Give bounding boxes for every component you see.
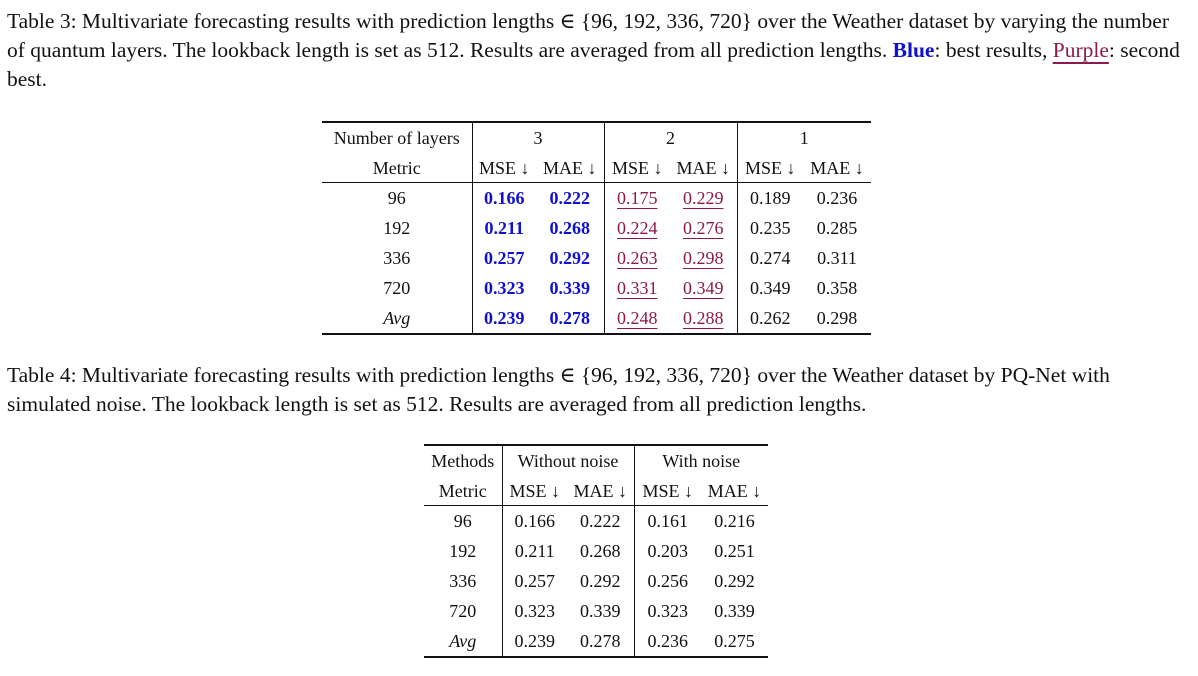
table4-metric-header: MAE ↓	[701, 476, 768, 506]
table4: Methods Without noise With noise Metric …	[424, 444, 768, 658]
table4-group-header: Without noise	[502, 444, 635, 476]
table3-corner-header: Number of layers	[322, 121, 473, 153]
cell: 0.311	[817, 248, 857, 268]
cell-best: 0.239	[472, 303, 536, 335]
cell: 0.349	[750, 278, 791, 298]
table3: Number of layers 3 2 1 Metric MSE ↓ MAE …	[322, 121, 871, 335]
cell: 0.239	[502, 626, 567, 658]
cell: 0.292	[567, 566, 635, 596]
cell: 0.161	[647, 511, 689, 531]
cell: 0.235	[750, 218, 791, 238]
row-label: 336	[424, 566, 503, 596]
cell: 0.262	[737, 303, 803, 335]
table3-group-header: 2	[604, 121, 738, 153]
legend-purple-suffix: : second best.	[7, 38, 1180, 91]
cell: 0.274	[750, 248, 791, 268]
table-row: 336 0.257 0.292 0.263 0.298 0.274 0.311	[322, 243, 871, 273]
table3-group-header: 1	[737, 121, 871, 153]
row-label: 192	[322, 213, 473, 243]
cell-second: 0.248	[604, 303, 670, 335]
table3-metric-label: Metric	[322, 153, 473, 183]
cell: 0.236	[634, 626, 701, 658]
cell: 0.236	[816, 188, 858, 208]
cell-second: 0.224	[617, 218, 658, 238]
cell-best: 0.339	[536, 273, 605, 303]
cell: 0.268	[567, 536, 635, 566]
table-row: 192 0.211 0.268 0.203 0.251	[424, 536, 768, 566]
table-row: 720 0.323 0.339 0.323 0.339	[424, 596, 768, 626]
cell: 0.298	[803, 303, 871, 335]
cell-second: 0.298	[670, 243, 738, 273]
cell: 0.339	[567, 596, 635, 626]
cell-best: 0.166	[484, 188, 525, 208]
cell: 0.278	[567, 626, 635, 658]
legend-blue-suffix: : best results,	[934, 38, 1048, 62]
table4-metric-label: Metric	[424, 476, 503, 506]
cell: 0.323	[514, 601, 556, 621]
cell: 0.256	[647, 571, 689, 591]
cell: 0.323	[647, 601, 689, 621]
table4-group-header: With noise	[634, 444, 768, 476]
table3-metric-header: MAE ↓	[536, 153, 605, 183]
cell-second: 0.229	[670, 182, 738, 213]
cell-second: 0.349	[670, 273, 738, 303]
table3-caption: Table 3: Multivariate forecasting result…	[7, 7, 1191, 94]
table3-metric-header: MSE ↓	[604, 153, 670, 183]
cell-best: 0.292	[536, 243, 605, 273]
row-label: 96	[322, 182, 473, 213]
table4-metric-header: MAE ↓	[567, 476, 635, 506]
row-label: Avg	[424, 626, 503, 658]
table3-caption-text: Table 3: Multivariate forecasting result…	[7, 9, 1169, 62]
cell: 0.203	[647, 541, 689, 561]
cell: 0.216	[714, 511, 755, 531]
table3-metric-header: MAE ↓	[803, 153, 871, 183]
table3-metric-header: MSE ↓	[472, 153, 536, 183]
cell-best: 0.211	[484, 218, 524, 238]
cell: 0.285	[816, 218, 858, 238]
cell: 0.251	[714, 541, 755, 561]
row-label: Avg	[322, 303, 473, 335]
cell-best: 0.323	[484, 278, 525, 298]
table-row: Avg 0.239 0.278 0.248 0.288 0.262 0.298	[322, 303, 871, 335]
table3-metric-header: MSE ↓	[737, 153, 803, 183]
cell: 0.339	[714, 601, 755, 621]
table-row: 192 0.211 0.268 0.224 0.276 0.235 0.285	[322, 213, 871, 243]
cell: 0.275	[701, 626, 768, 658]
row-label: 720	[322, 273, 473, 303]
cell: 0.257	[514, 571, 556, 591]
cell-second: 0.276	[670, 213, 738, 243]
table-row: 96 0.166 0.222 0.161 0.216	[424, 505, 768, 536]
row-label: 720	[424, 596, 503, 626]
cell-second: 0.263	[617, 248, 658, 268]
cell-second: 0.288	[670, 303, 738, 335]
table4-metric-header: MSE ↓	[502, 476, 567, 506]
cell-second: 0.331	[617, 278, 658, 298]
cell: 0.189	[750, 188, 791, 208]
table4-metric-header: MSE ↓	[634, 476, 701, 506]
cell-best: 0.257	[484, 248, 525, 268]
table-row: 336 0.257 0.292 0.256 0.292	[424, 566, 768, 596]
table4-corner-header: Methods	[424, 444, 503, 476]
cell-second: 0.175	[617, 188, 658, 208]
row-label: 96	[424, 505, 503, 536]
row-label: 336	[322, 243, 473, 273]
table-row: 96 0.166 0.222 0.175 0.229 0.189 0.236	[322, 182, 871, 213]
table-row: Avg 0.239 0.278 0.236 0.275	[424, 626, 768, 658]
table3-metric-header: MAE ↓	[670, 153, 738, 183]
cell: 0.292	[714, 571, 755, 591]
table4-caption: Table 4: Multivariate forecasting result…	[7, 363, 1110, 416]
cell-best: 0.278	[536, 303, 605, 335]
cell-best: 0.222	[536, 182, 605, 213]
row-label: 192	[424, 536, 503, 566]
cell: 0.166	[514, 511, 556, 531]
cell: 0.222	[567, 505, 635, 536]
cell: 0.358	[816, 278, 858, 298]
cell: 0.211	[514, 541, 555, 561]
table3-group-header: 3	[472, 121, 605, 153]
legend-purple-word: Purple	[1052, 38, 1109, 62]
legend-blue-word: Blue	[892, 38, 935, 62]
cell-best: 0.268	[536, 213, 605, 243]
table-row: 720 0.323 0.339 0.331 0.349 0.349 0.358	[322, 273, 871, 303]
